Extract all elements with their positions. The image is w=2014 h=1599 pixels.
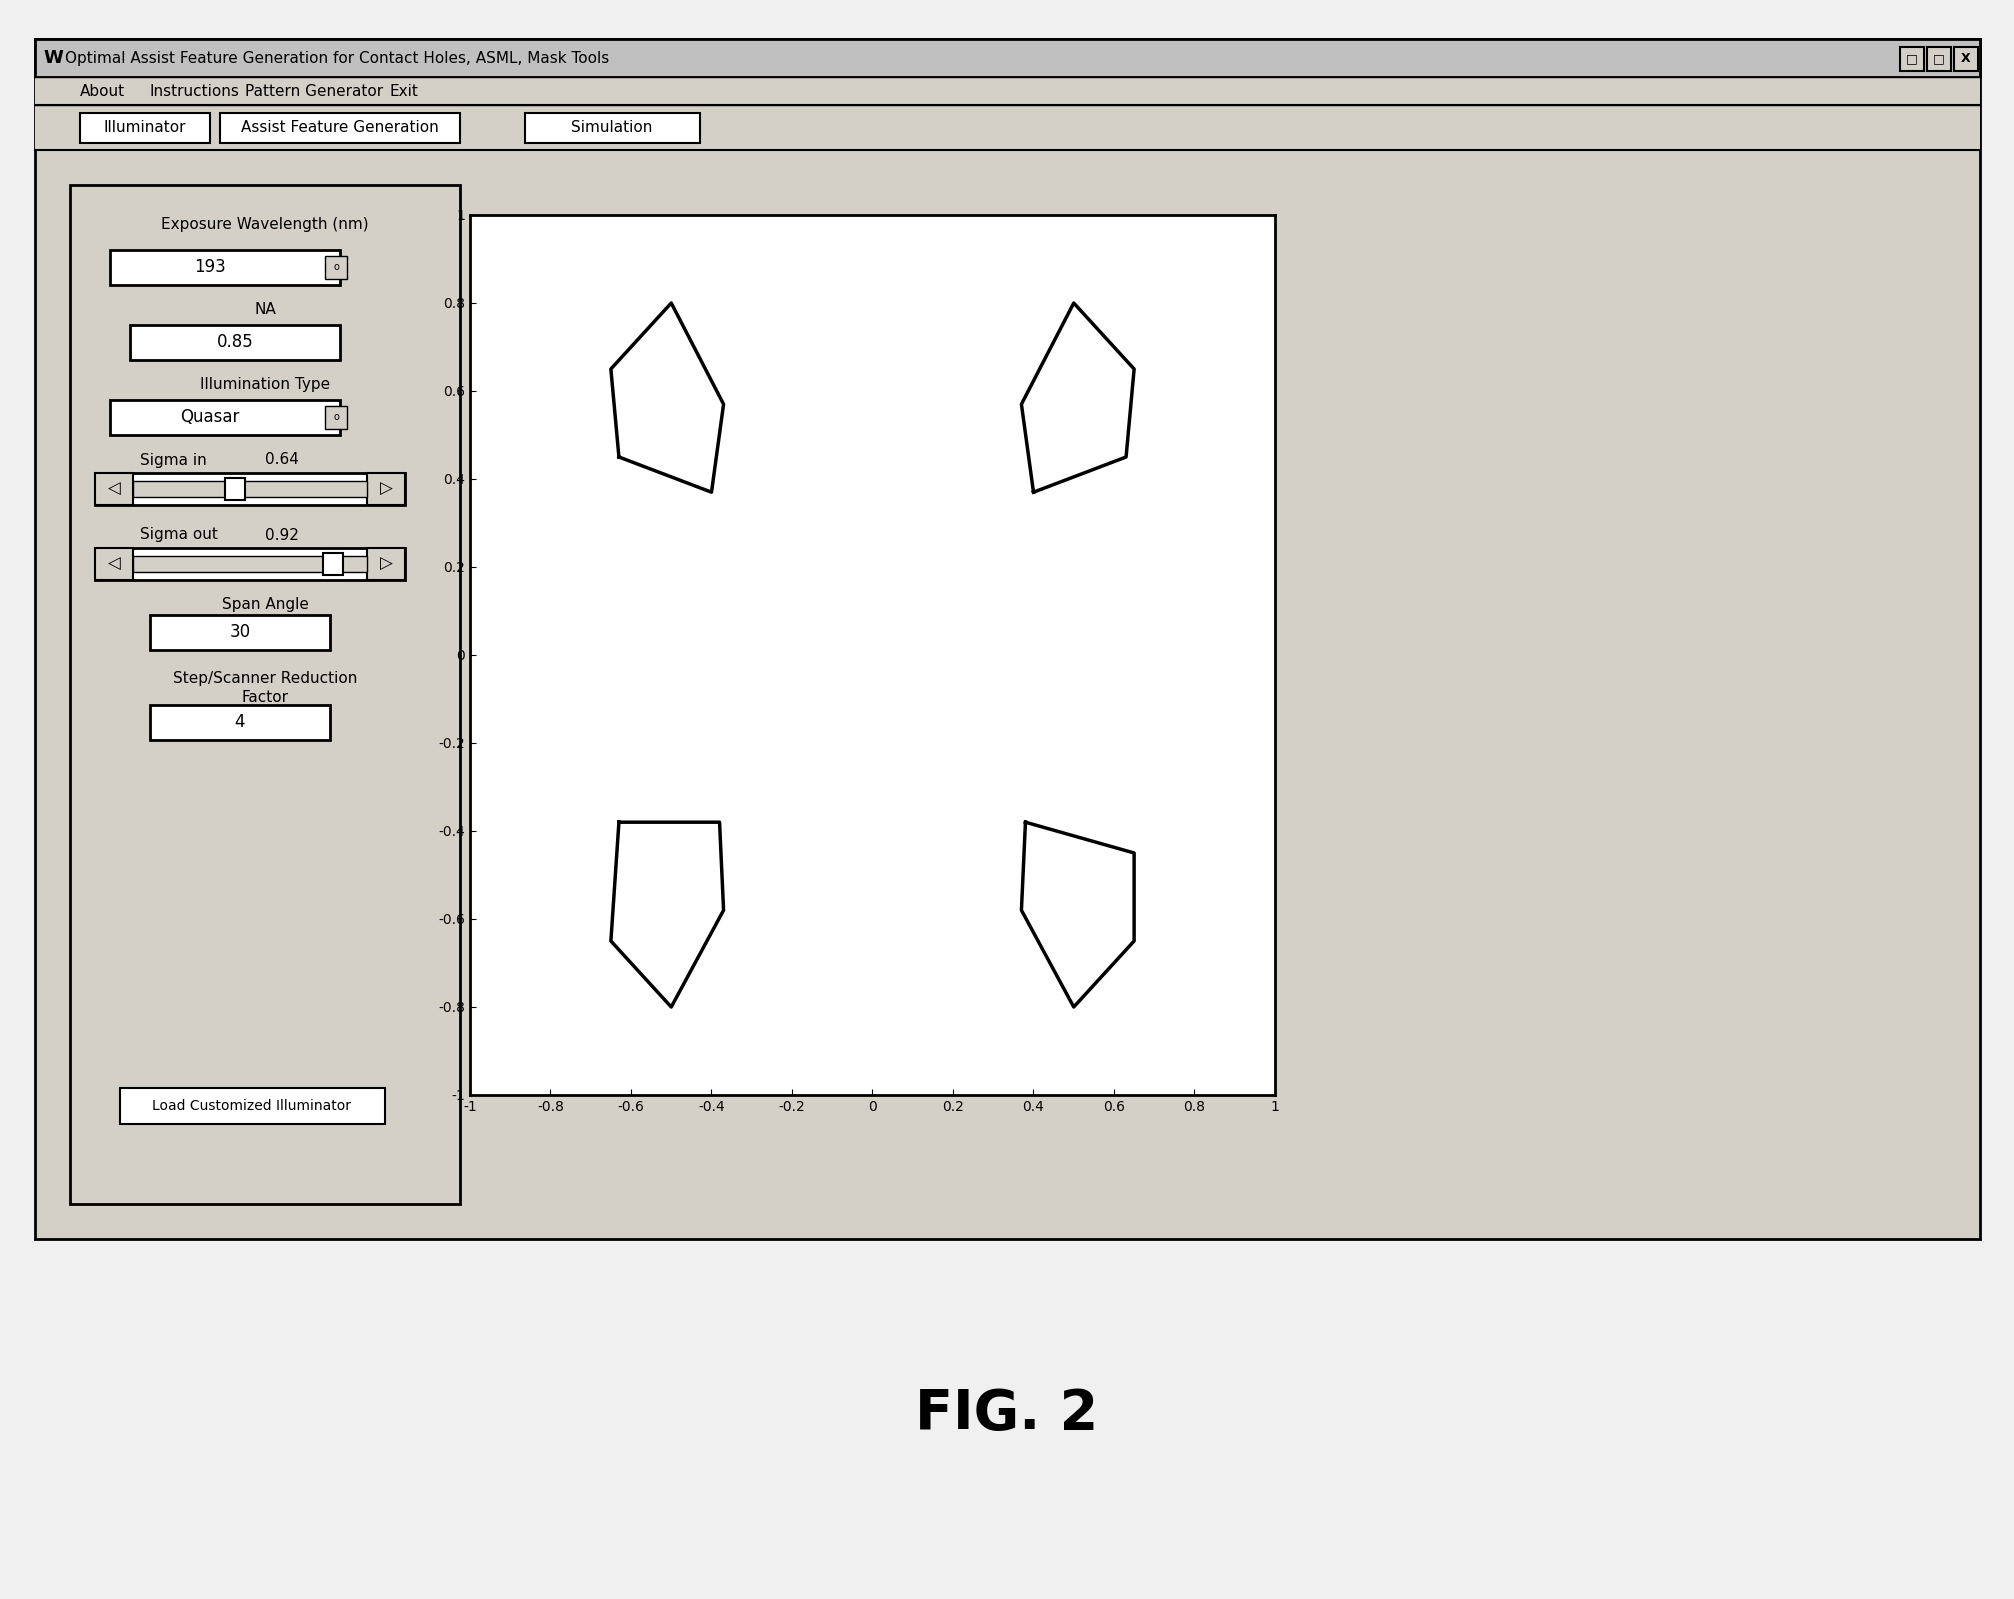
Bar [226,478,246,500]
Bar [95,473,133,505]
Text: Assist Feature Generation: Assist Feature Generation [242,120,439,136]
Bar [111,400,340,435]
Text: FIG. 2: FIG. 2 [914,1386,1098,1441]
Text: W: W [42,50,62,67]
Text: 4: 4 [236,713,246,731]
Text: Load Customized Illuminator: Load Customized Illuminator [153,1099,350,1113]
Text: 0.92: 0.92 [266,528,298,542]
Text: Span Angle: Span Angle [222,598,308,612]
Bar [34,38,1980,1239]
Bar [95,548,405,580]
Text: X: X [1960,53,1970,66]
Bar [1899,46,1923,70]
Text: Exit: Exit [391,83,419,99]
Bar [324,406,346,429]
Text: o: o [332,262,338,272]
Text: 0.85: 0.85 [218,333,254,352]
Text: Exposure Wavelength (nm): Exposure Wavelength (nm) [161,217,369,232]
Bar [81,114,209,142]
Bar [34,38,1980,77]
Text: ◁: ◁ [107,480,121,497]
Bar [95,473,405,505]
Text: ▷: ▷ [379,555,393,572]
Bar [95,548,133,580]
Text: Sigma out: Sigma out [139,528,218,542]
Text: o: o [332,413,338,422]
Bar [121,1087,385,1124]
Text: NA: NA [254,302,276,318]
Bar [149,705,330,740]
Text: 193: 193 [193,257,226,277]
Text: Illumination Type: Illumination Type [199,377,330,392]
Text: About: About [81,83,125,99]
Text: ◁: ◁ [107,555,121,572]
Text: Illuminator: Illuminator [103,120,185,136]
Text: 0.64: 0.64 [266,453,298,467]
Text: □: □ [1905,53,1917,66]
Text: Quasar: Quasar [179,408,240,425]
Bar [220,114,459,142]
Bar [1954,46,1978,70]
Text: Simulation: Simulation [572,120,653,136]
Text: □: □ [1931,53,1944,66]
Bar [70,185,459,1204]
Bar [111,249,340,285]
Bar [324,256,346,278]
Bar [322,553,342,576]
Bar [133,556,367,572]
Bar [133,481,367,497]
Text: ▷: ▷ [379,480,393,497]
Bar [149,616,330,651]
Bar [367,548,405,580]
Bar [34,77,1980,106]
Text: Sigma in: Sigma in [139,453,207,467]
Text: 30: 30 [230,624,250,641]
Text: Optimal Assist Feature Generation for Contact Holes, ASML, Mask Tools: Optimal Assist Feature Generation for Co… [64,51,608,66]
Bar [367,473,405,505]
Bar [34,106,1980,150]
Bar [1925,46,1950,70]
Text: Factor: Factor [242,689,288,705]
Text: Pattern Generator: Pattern Generator [246,83,383,99]
Text: Step/Scanner Reduction: Step/Scanner Reduction [173,670,356,686]
Text: Instructions: Instructions [149,83,240,99]
Bar [131,325,340,360]
Bar [526,114,699,142]
